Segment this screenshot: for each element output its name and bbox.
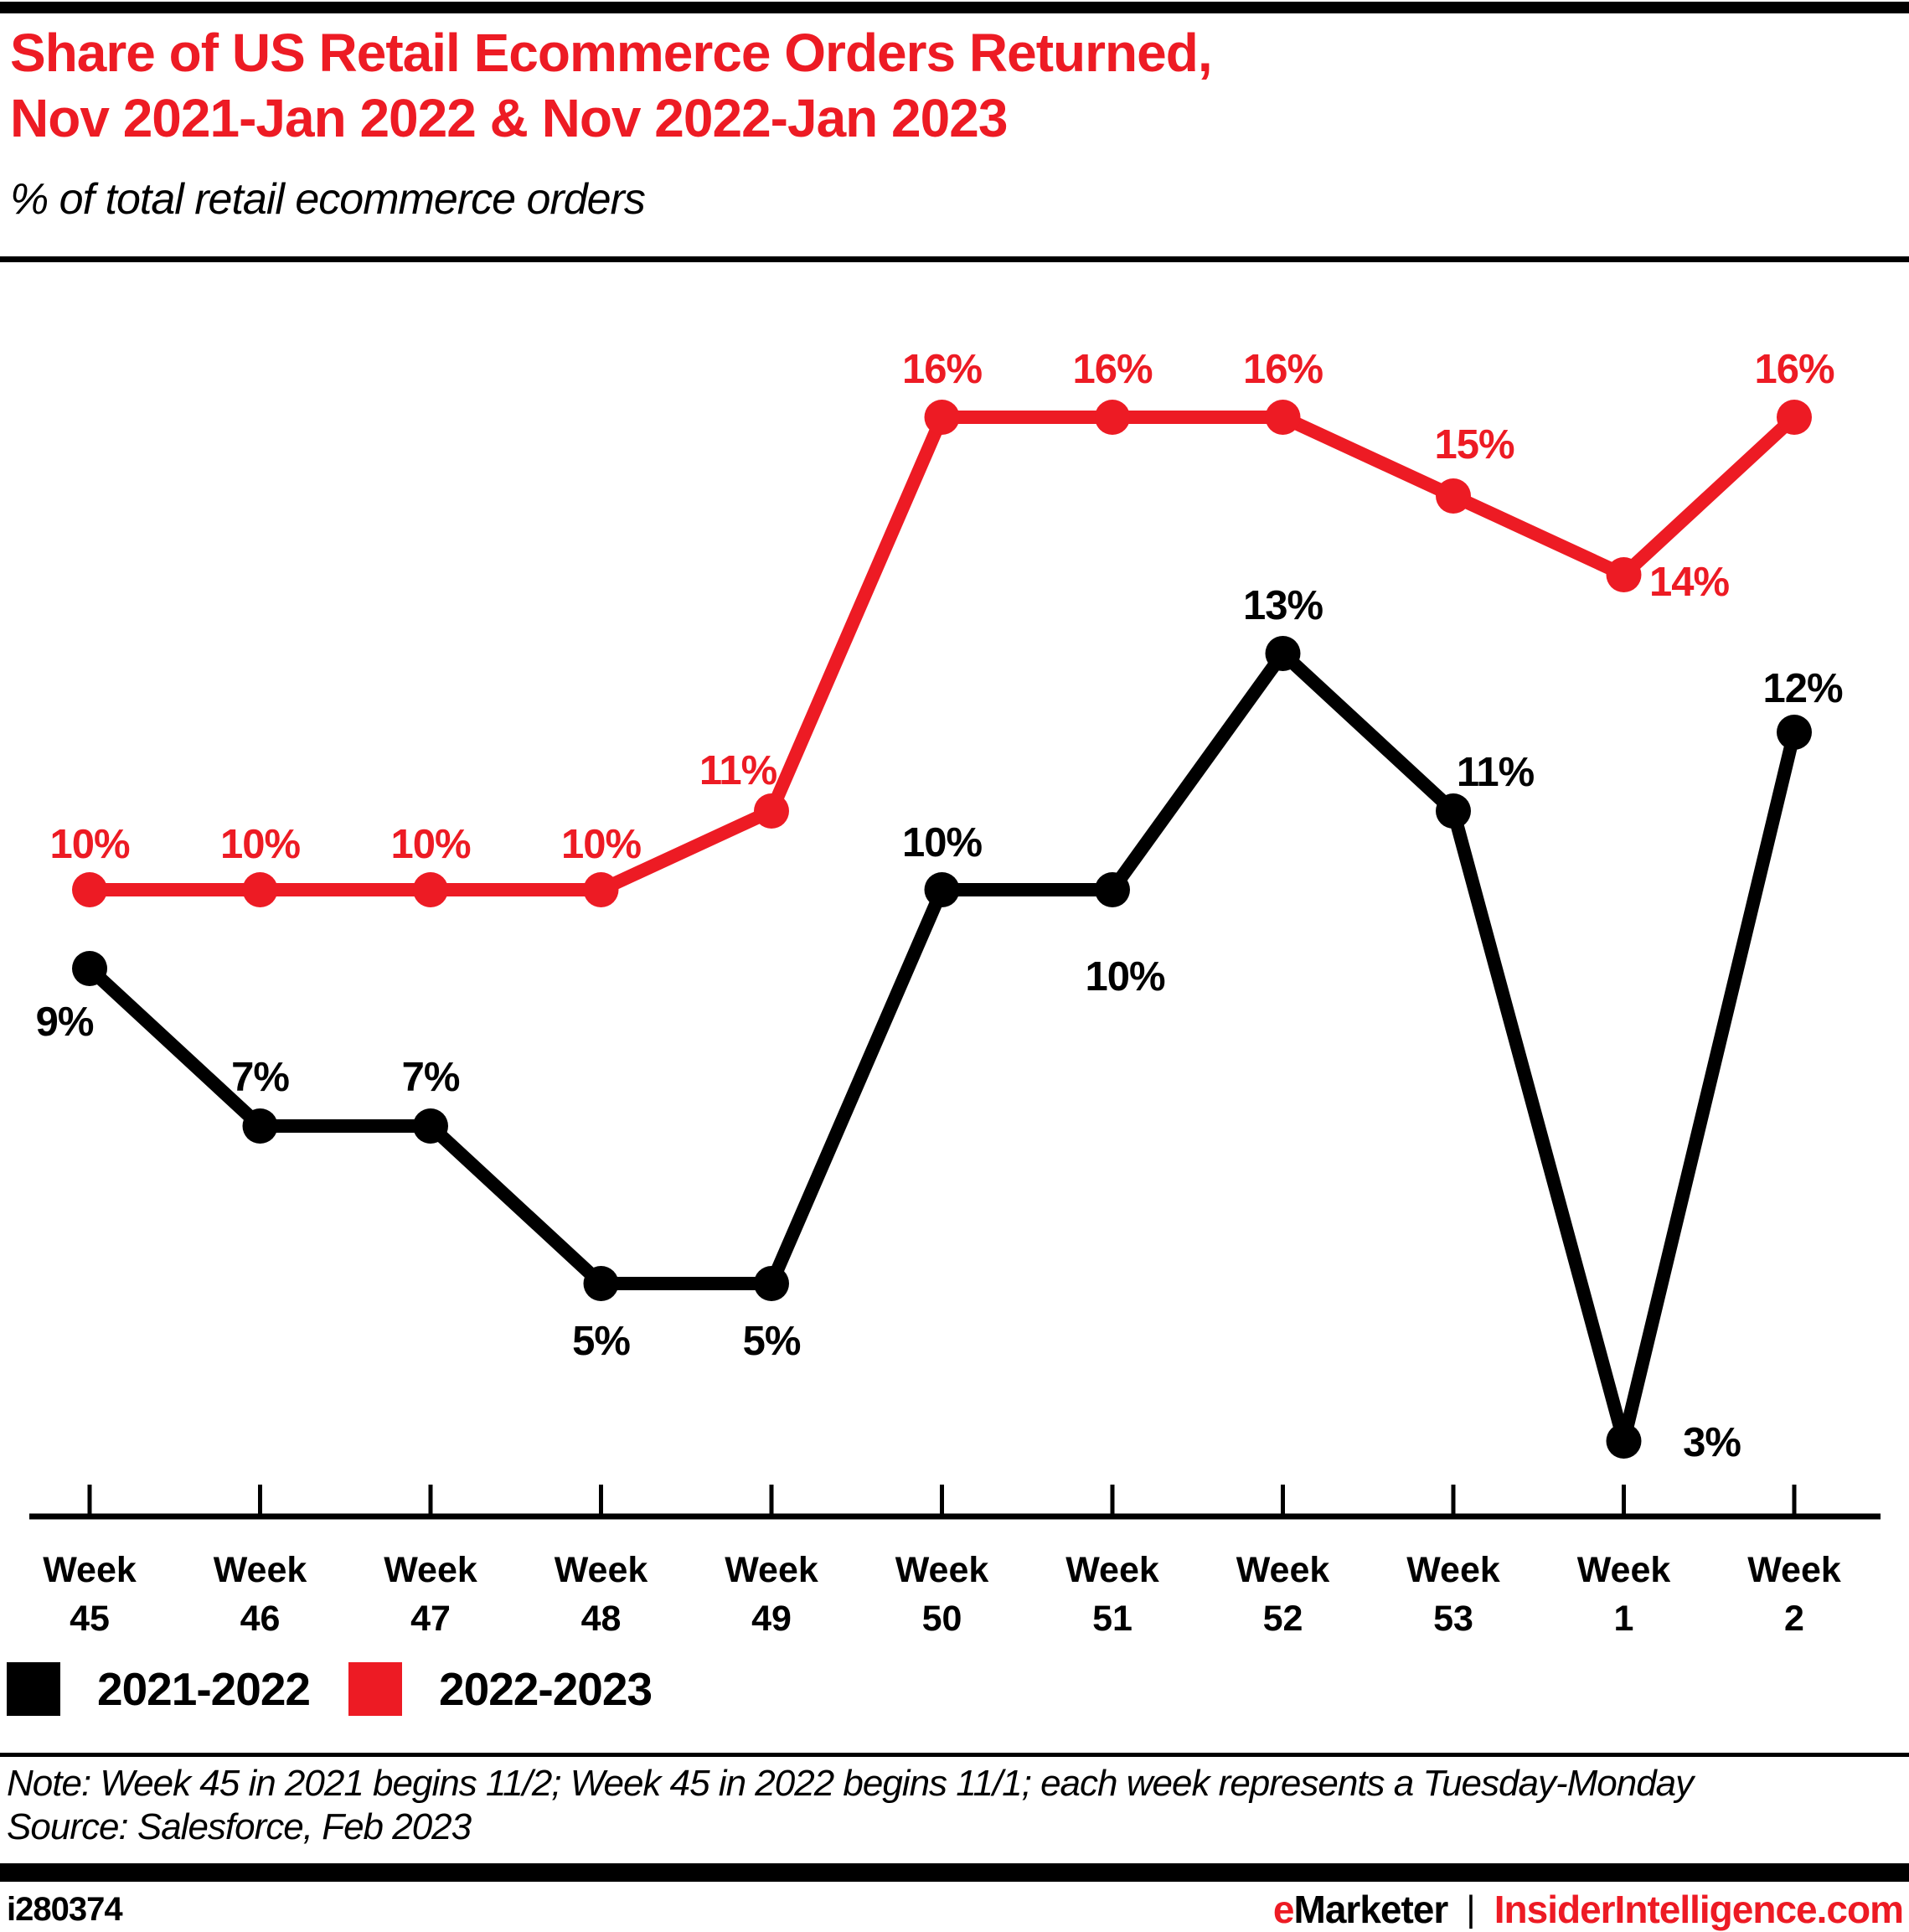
data-point-2021-2022-week-53 <box>1436 793 1471 829</box>
data-label-2021-2022-week-2: 12% <box>1762 666 1843 711</box>
data-label-2022-2023-week-45: 10% <box>49 822 130 867</box>
chart-title-line2: Nov 2021-Jan 2022 & Nov 2022-Jan 2023 <box>10 88 1008 148</box>
data-label-2021-2022-week-53: 11% <box>1457 750 1535 795</box>
data-point-2022-2023-week-51 <box>1095 400 1130 435</box>
legend-item-2022-2023: 2022-2023 <box>348 1662 653 1716</box>
data-point-2021-2022-week-50 <box>924 872 960 907</box>
data-label-2022-2023-week-46: 10% <box>220 822 301 867</box>
data-label-2022-2023-week-49: 11% <box>699 748 777 793</box>
note-divider <box>0 1753 1909 1757</box>
emarketer-logo-e: e <box>1272 1888 1295 1931</box>
footer: i280374 eMarketer | InsiderIntelligence.… <box>7 1887 1904 1932</box>
x-axis-label: Week <box>1747 1550 1841 1590</box>
data-point-2022-2023-week-48 <box>583 872 619 907</box>
x-axis-label: Week <box>384 1550 477 1590</box>
data-point-2021-2022-week-52 <box>1265 636 1301 671</box>
x-axis-label: Week <box>1236 1550 1330 1590</box>
line-series-2021-2022 <box>85 647 1801 1448</box>
data-label-2021-2022-week-49: 5% <box>743 1319 801 1364</box>
data-point-2021-2022-week-48 <box>583 1266 619 1301</box>
data-label-2021-2022-week-48: 5% <box>572 1319 630 1364</box>
x-axis-label: Week <box>1065 1550 1159 1590</box>
x-axis-label-number: 52 <box>1263 1599 1303 1639</box>
data-label-2021-2022-week-52: 13% <box>1243 583 1323 628</box>
data-point-2021-2022-week-46 <box>242 1108 278 1144</box>
x-axis-label: Week <box>555 1550 648 1590</box>
data-label-2021-2022-week-45: 9% <box>36 1000 94 1045</box>
data-point-2022-2023-week-53 <box>1436 478 1471 514</box>
x-axis-label: Week <box>1406 1550 1500 1590</box>
brand-divider: | <box>1466 1888 1476 1929</box>
data-point-2022-2023-week-49 <box>754 793 789 829</box>
data-point-2022-2023-week-52 <box>1265 400 1301 435</box>
x-axis-label-number: 2 <box>1784 1599 1804 1639</box>
x-axis-label-number: 49 <box>751 1599 792 1639</box>
x-axis-label: Week <box>895 1550 989 1590</box>
chart-id: i280374 <box>7 1890 123 1928</box>
data-label-2021-2022-week-50: 10% <box>902 820 983 865</box>
note-text: Note: Week 45 in 2021 begins 11/2; Week … <box>7 1763 1694 1804</box>
data-label-2021-2022-week-51: 10% <box>1085 954 1165 1000</box>
data-label-2022-2023-week-47: 10% <box>390 822 471 867</box>
data-point-2022-2023-week-45 <box>72 872 107 907</box>
x-axis-label: Week <box>43 1550 137 1590</box>
brand-block: eMarketer | InsiderIntelligence.com <box>1272 1887 1904 1932</box>
data-label-2022-2023-week-2: 16% <box>1754 347 1834 392</box>
data-label-2022-2023-week-52: 16% <box>1243 347 1323 392</box>
legend-swatch-2022-2023 <box>348 1662 403 1716</box>
x-axis-label: Week <box>214 1550 307 1590</box>
insider-intelligence-link[interactable]: InsiderIntelligence.com <box>1494 1888 1904 1931</box>
x-axis-label-number: 1 <box>1614 1599 1634 1639</box>
data-label-2022-2023-week-1: 14% <box>1649 560 1730 605</box>
emarketer-logo-rest: Marketer <box>1293 1888 1449 1931</box>
chart-title: Share of US Retail Ecommerce Orders Retu… <box>10 20 1853 151</box>
x-axis-label: Week <box>1577 1550 1671 1590</box>
data-label-2021-2022-week-46: 7% <box>231 1055 289 1100</box>
x-axis-label-number: 45 <box>70 1599 110 1639</box>
x-axis-label-number: 47 <box>410 1599 451 1639</box>
data-label-2022-2023-week-50: 16% <box>902 347 983 392</box>
line-series-2022-2023 <box>90 411 1799 896</box>
data-label-2022-2023-week-51: 16% <box>1072 347 1153 392</box>
x-axis-label-number: 51 <box>1092 1599 1133 1639</box>
legend: 2021-2022 2022-2023 <box>7 1661 653 1717</box>
data-point-2021-2022-week-45 <box>72 951 107 986</box>
data-point-2021-2022-week-51 <box>1095 872 1130 907</box>
data-point-2021-2022-week-1 <box>1606 1423 1642 1459</box>
x-axis-label-number: 50 <box>922 1599 962 1639</box>
chart-title-line1: Share of US Retail Ecommerce Orders Retu… <box>10 23 1213 83</box>
legend-label-2022-2023: 2022-2023 <box>439 1663 653 1715</box>
data-point-2022-2023-week-47 <box>413 872 448 907</box>
header-divider <box>0 256 1909 262</box>
data-label-2022-2023-week-53: 15% <box>1434 422 1514 468</box>
legend-swatch-2021-2022 <box>7 1662 60 1716</box>
data-point-2022-2023-week-46 <box>242 872 278 907</box>
x-axis-label: Week <box>725 1550 818 1590</box>
data-point-2022-2023-week-2 <box>1777 400 1812 435</box>
bottom-black-bar <box>0 1863 1909 1882</box>
data-label-2021-2022-week-47: 7% <box>402 1055 460 1100</box>
data-point-2021-2022-week-2 <box>1777 715 1812 750</box>
x-axis-label-number: 53 <box>1433 1599 1473 1639</box>
chart-subtitle: % of total retail ecommerce orders <box>10 175 646 224</box>
x-axis-label-number: 46 <box>240 1599 281 1639</box>
data-label-2022-2023-week-48: 10% <box>561 822 642 867</box>
emarketer-logo: eMarketer <box>1272 1887 1449 1932</box>
data-point-2021-2022-week-47 <box>413 1108 448 1144</box>
source-text: Source: Salesforce, Feb 2023 <box>7 1806 472 1847</box>
data-point-2021-2022-week-49 <box>754 1266 789 1301</box>
x-axis-label-number: 48 <box>581 1599 622 1639</box>
data-point-2022-2023-week-50 <box>924 400 960 435</box>
legend-item-2021-2022: 2021-2022 <box>7 1662 311 1716</box>
data-label-2021-2022-week-1: 3% <box>1683 1420 1741 1465</box>
data-point-2022-2023-week-1 <box>1606 557 1642 592</box>
top-black-bar <box>0 2 1909 13</box>
legend-label-2021-2022: 2021-2022 <box>97 1663 311 1715</box>
